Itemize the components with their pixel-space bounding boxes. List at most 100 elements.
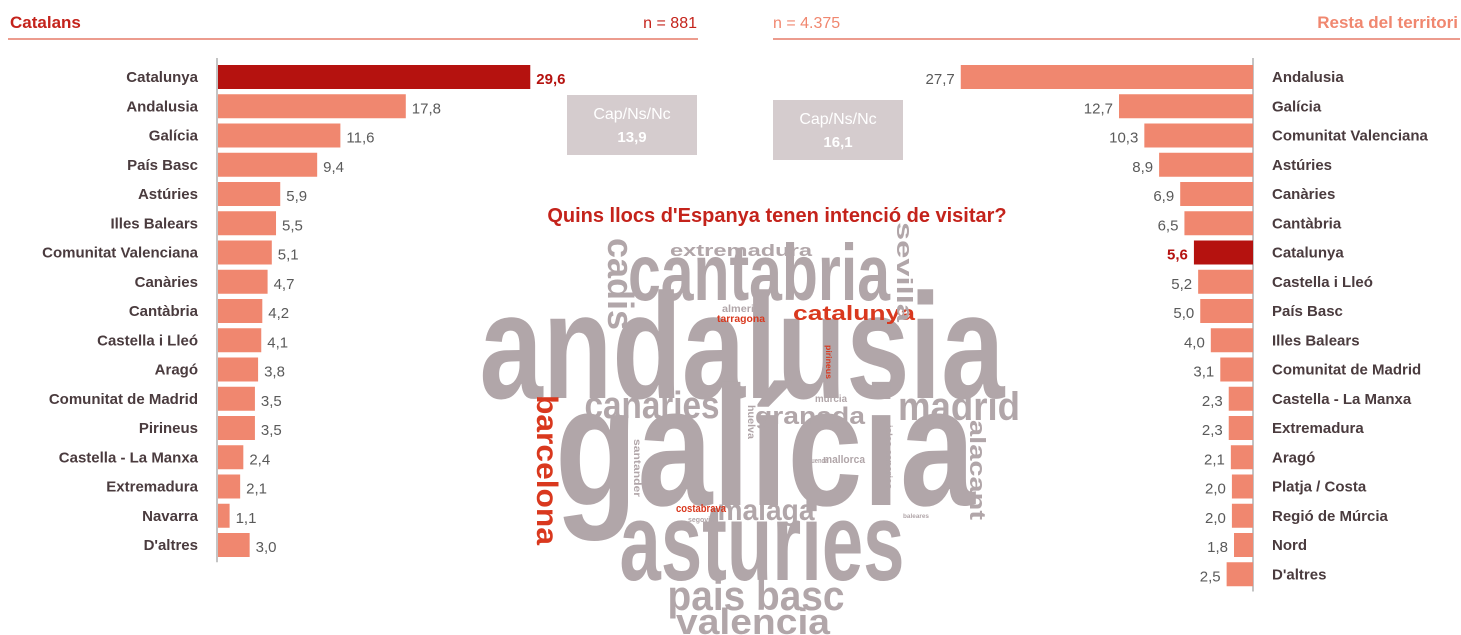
value-label: 3,5 [261,393,282,410]
word: murcia [815,394,847,405]
bar [1193,240,1253,265]
category-label: Galícia [149,128,199,145]
category-label: Castella - La Manxa [1272,391,1412,408]
value-label: 5,9 [286,188,307,205]
bar [218,182,281,206]
value-label: 2,0 [1205,481,1226,498]
value-label: 2,4 [249,451,270,468]
value-label: 27,7 [926,71,955,88]
word: extremadura [670,241,813,260]
bar [1231,474,1253,499]
word: sevilla [892,222,917,323]
category-label: Castella i Lleó [1272,274,1373,291]
category-label: Comunitat de Madrid [1272,362,1421,379]
bar [1184,211,1253,236]
category-label: Extremadura [1272,420,1364,437]
word: huelva [745,405,756,439]
category-label: Astúries [138,186,198,203]
word: santander [631,439,642,497]
category-label: Castella - La Manxa [59,449,199,466]
bar [1230,445,1253,470]
bar [218,474,241,499]
category-label: Aragó [155,362,198,379]
value-label: 4,2 [268,305,289,322]
word: cantabria [628,228,890,317]
wordcloud-title: Quins llocs d'Espanya tenen intenció de … [547,205,1006,227]
value-label: 8,9 [1132,159,1153,176]
category-label: D'altres [144,537,198,554]
bar [218,503,230,528]
word: canaries [585,385,720,427]
bar [218,299,263,323]
word: baleares [903,514,930,520]
word: pais basc [668,572,845,619]
bar [1180,182,1253,206]
bar [1119,94,1253,119]
value-label: 2,1 [1204,451,1225,468]
value-label: 5,2 [1171,276,1192,293]
annotation-value: 13,9 [617,129,646,146]
value-label: 17,8 [412,100,441,117]
category-label: Comunitat de Madrid [49,391,198,408]
category-label: Platja / Costa [1272,479,1367,496]
value-label: 3,1 [1193,364,1214,381]
value-label: 6,5 [1158,217,1179,234]
value-label: 4,1 [267,334,288,351]
bar [218,123,341,148]
word: segovia [688,517,714,524]
value-label: 10,3 [1109,130,1138,147]
word: cuenca [808,458,828,465]
bar [1234,533,1253,557]
value-label: 12,7 [1084,100,1113,117]
bar [218,445,244,470]
bar [1200,299,1253,323]
bar [218,65,531,89]
word: catalunya [793,303,916,325]
value-label: 2,3 [1202,422,1223,439]
category-label: Comunitat Valenciana [1272,128,1429,145]
category-label: Pirineus [139,420,198,437]
word: granada [755,403,866,430]
category-label: Catalunya [1272,245,1344,262]
sample-size: n = 881 [643,15,697,32]
word: mallorca [823,454,866,466]
category-label: País Basc [127,157,198,174]
value-label: 5,0 [1173,305,1194,322]
category-label: Regió de Múrcia [1272,508,1389,525]
value-label: 2,3 [1202,393,1223,410]
annotation-box [567,95,697,155]
value-label: 4,7 [274,276,295,293]
category-label: Nord [1272,537,1307,554]
bar [218,533,250,557]
annotation-value: 16,1 [823,134,852,151]
category-label: Astúries [1272,157,1332,174]
sample-size: n = 4.375 [773,15,840,32]
word: almeria [722,304,760,315]
word: valencia [676,601,831,635]
word: tarragona [717,314,765,325]
bar [1228,416,1253,440]
category-label: Andalusia [126,98,198,115]
bar [218,328,262,353]
chart-title: Resta del territori [1317,13,1458,32]
value-label: 5,1 [278,247,299,264]
bar [218,416,255,440]
bar [1144,123,1253,148]
category-label: Navarra [142,508,199,525]
value-label: 3,5 [261,422,282,439]
word: cadis [600,238,641,330]
value-label: 5,5 [282,217,303,234]
bar [218,94,406,119]
word: andalusia [480,262,1006,430]
category-label: País Basc [1272,303,1343,320]
word: isles canaries [884,425,894,489]
word: galícia [555,352,976,542]
category-label: Andalusia [1272,69,1344,86]
category-label: Illes Balears [110,215,198,232]
annotation-label: Cap/Ns/Nc [799,111,876,128]
word: alacant [965,420,990,521]
category-label: Comunitat Valenciana [42,245,199,262]
category-label: Canàries [135,274,198,291]
annotation-label: Cap/Ns/Nc [593,106,670,123]
value-label: 3,8 [264,364,285,381]
